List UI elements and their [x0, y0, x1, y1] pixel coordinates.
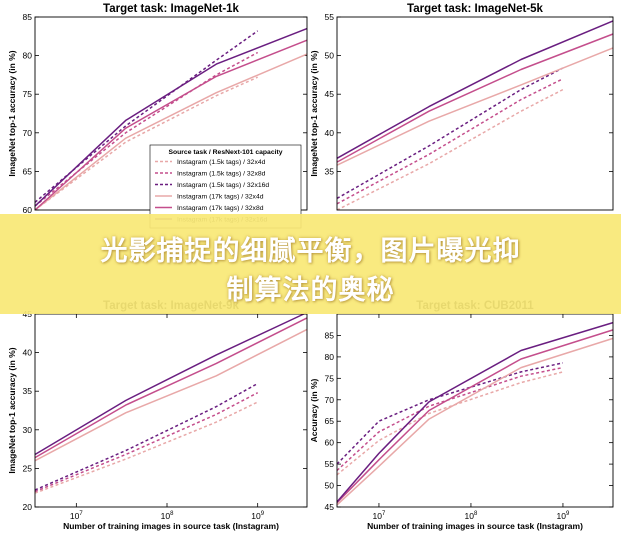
series-line-4 [34, 53, 308, 211]
y-tick-label: 80 [325, 352, 335, 362]
y-tick-label: 40 [325, 128, 335, 138]
series-line-1 [34, 401, 259, 494]
series-line-5 [34, 317, 308, 459]
y-tick-label: 75 [325, 373, 335, 383]
series-line-5 [336, 329, 614, 504]
y-tick-label: 75 [23, 89, 33, 99]
x-tick-base: 10 [373, 511, 383, 521]
y-tick-label: 45 [23, 309, 33, 319]
y-tick-label: 45 [325, 89, 335, 99]
y-axis-label: Accuracy (in %) [309, 378, 319, 442]
series-line-5 [336, 33, 614, 163]
legend-entry: Instagram (1.5k tags) / 32x8d [177, 171, 266, 178]
y-tick-label: 85 [325, 330, 335, 340]
series-line-1 [336, 371, 564, 476]
x-tick-exponent: 9 [566, 511, 570, 517]
y-tick-label: 55 [325, 12, 335, 22]
series-line-3 [34, 30, 259, 203]
x-axis-label: Number of training images in source task… [63, 521, 279, 531]
y-tick-label: 20 [23, 502, 33, 512]
plot-frame [34, 313, 308, 508]
y-axis-label: ImageNet top-1 accuracy (in %) [309, 50, 319, 176]
series-line-4 [34, 328, 308, 462]
chart-title: Target task: ImageNet-1k [103, 3, 240, 15]
y-tick-label: 40 [23, 348, 33, 358]
y-tick-label: 65 [325, 416, 335, 426]
series-line-2 [336, 78, 564, 205]
x-tick-exponent: 7 [382, 511, 386, 517]
x-tick-base: 10 [465, 511, 475, 521]
series-line-2 [34, 392, 259, 493]
overlay-text-line1: 光影捕捉的细腻平衡，图片曝光抑 [100, 236, 521, 267]
x-tick-base: 10 [557, 511, 567, 521]
series-line-6 [34, 27, 308, 207]
y-tick-label: 80 [23, 51, 33, 61]
overlay-text-line2: 制算法的奥秘 [226, 275, 395, 306]
plot-frame [336, 313, 614, 508]
series-line-2 [34, 51, 259, 207]
series-line-3 [336, 362, 564, 465]
series-line-5 [34, 39, 308, 211]
x-tick-exponent: 7 [79, 511, 83, 517]
legend-entry: Instagram (1.5k tags) / 32x4d [177, 159, 266, 166]
series-line-3 [34, 382, 259, 491]
legend-title: Source task / ResNext-101 capacity [168, 149, 282, 156]
y-tick-label: 50 [325, 51, 335, 61]
y-tick-label: 70 [23, 128, 33, 138]
y-tick-label: 60 [23, 205, 33, 215]
series-line-1 [34, 76, 259, 211]
legend-entry: Instagram (17k tags) / 32x4d [177, 194, 264, 201]
x-tick-base: 10 [161, 511, 171, 521]
x-tick-exponent: 8 [474, 511, 478, 517]
chart-panel-1: Target task: ImageNet-1k ImageNet top-1 a… [7, 3, 308, 229]
overlay-banner [0, 214, 621, 314]
series-line-3 [336, 67, 564, 200]
y-tick-label: 70 [325, 395, 335, 405]
series-line-6 [336, 20, 614, 159]
y-tick-label: 25 [23, 463, 33, 473]
y-tick-label: 35 [325, 166, 335, 176]
x-tick-base: 10 [251, 511, 261, 521]
plot-frame [336, 16, 614, 211]
series-line-6 [34, 311, 308, 456]
y-tick-label: 50 [325, 481, 335, 491]
x-tick-label: 109 [557, 511, 570, 521]
x-tick-label: 107 [70, 511, 83, 521]
y-axis-label: ImageNet top-1 accuracy (in %) [7, 50, 17, 176]
chart-panel-4: Target task: CUB2011Accuracy (in %)45505… [309, 300, 614, 531]
chart-title: Target task: ImageNet-5k [407, 3, 544, 15]
x-tick-exponent: 9 [261, 511, 265, 517]
series-line-1 [336, 88, 564, 211]
x-tick-label: 108 [161, 511, 174, 521]
y-tick-label: 65 [23, 166, 33, 176]
chart-panel-3: Target task: ImageNet-9kImageNet top-1 a… [7, 300, 308, 531]
series-line-6 [336, 321, 614, 503]
chart-panel-2: Target task: ImageNet-5k ImageNet top-1 a… [309, 3, 614, 211]
x-tick-label: 108 [465, 511, 478, 521]
x-tick-label: 109 [251, 511, 264, 521]
y-tick-label: 55 [325, 459, 335, 469]
y-tick-label: 30 [23, 425, 33, 435]
y-tick-label: 35 [23, 386, 33, 396]
x-tick-base: 10 [70, 511, 80, 521]
y-axis-label: ImageNet top-1 accuracy (in %) [7, 347, 17, 473]
y-tick-label: 85 [23, 12, 33, 22]
series-line-4 [336, 337, 614, 506]
x-tick-exponent: 8 [170, 511, 174, 517]
series-line-2 [336, 366, 564, 472]
y-tick-label: 45 [325, 502, 335, 512]
x-axis-label: Number of training images in source task… [367, 521, 583, 531]
x-tick-label: 107 [373, 511, 386, 521]
series-line-4 [336, 47, 614, 166]
legend-entry: Instagram (17k tags) / 32x8d [177, 205, 264, 212]
y-tick-label: 60 [325, 438, 335, 448]
legend-entry: Instagram (1.5k tags) / 32x16d [177, 182, 269, 189]
